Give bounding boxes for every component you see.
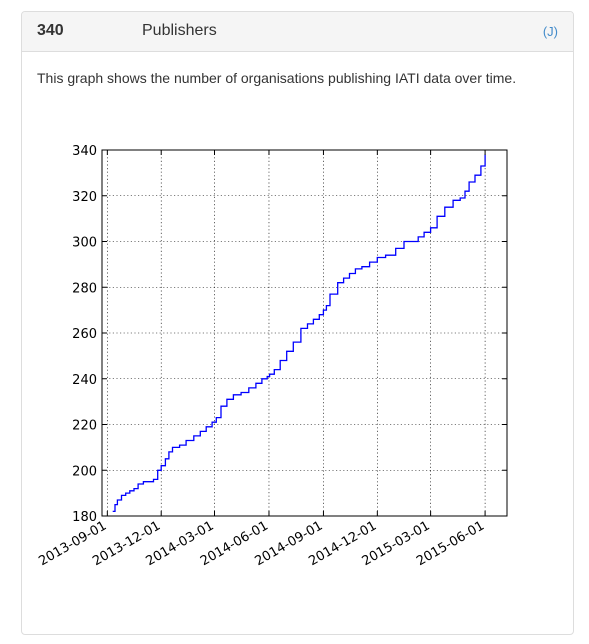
- y-tick-label: 220: [72, 419, 97, 434]
- axis-ticks: 1802002202402602803003203402013-09-01201…: [36, 144, 507, 569]
- y-tick-label: 340: [72, 144, 97, 159]
- y-tick-label: 260: [72, 327, 97, 342]
- publisher-count: 340: [37, 22, 64, 39]
- y-tick-label: 240: [72, 373, 97, 388]
- graph-description: This graph shows the number of organisat…: [37, 70, 517, 86]
- json-link[interactable]: (J): [542, 24, 558, 39]
- y-tick-label: 300: [72, 236, 97, 251]
- y-tick-label: 180: [72, 510, 97, 525]
- y-tick-label: 200: [72, 464, 97, 479]
- panel-heading: 340 Publishers (J): [22, 12, 573, 52]
- grid-lines: [102, 150, 507, 516]
- series-line: [112, 154, 486, 513]
- y-tick-label: 320: [72, 190, 97, 205]
- panel-title: Publishers: [142, 22, 217, 39]
- publishers-panel: 340 Publishers (J) This graph shows the …: [21, 11, 574, 635]
- y-tick-label: 280: [72, 281, 97, 296]
